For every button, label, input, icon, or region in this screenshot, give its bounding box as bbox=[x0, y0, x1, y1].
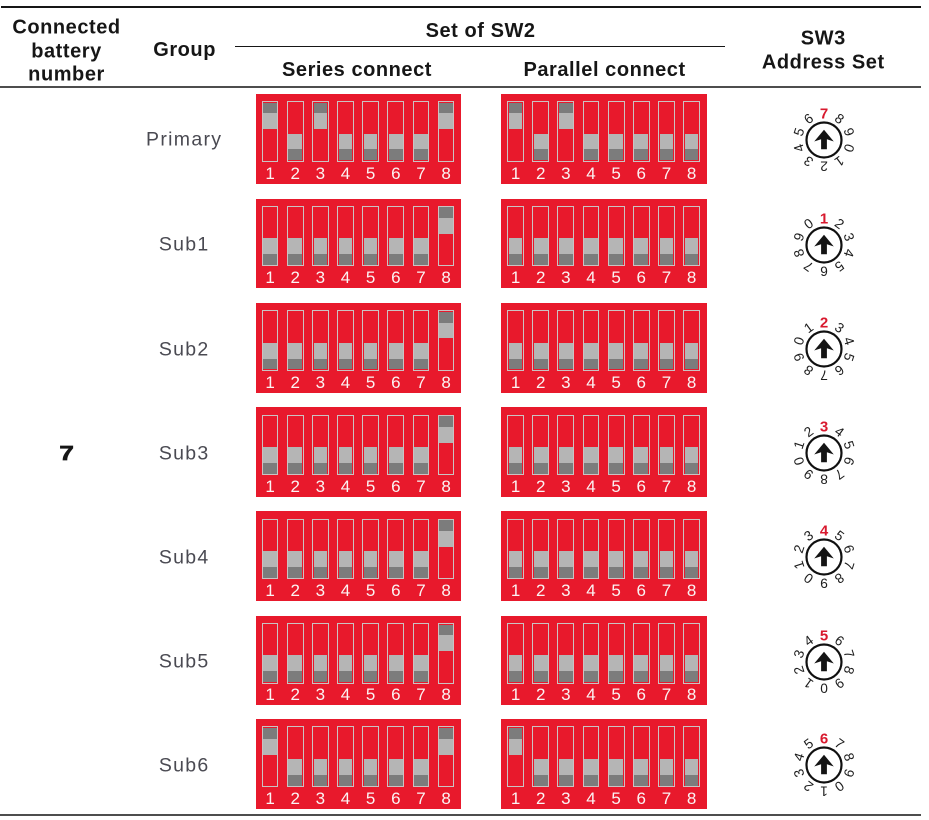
svg-text:8: 8 bbox=[819, 472, 827, 487]
svg-text:7: 7 bbox=[840, 560, 857, 572]
svg-text:9: 9 bbox=[840, 126, 857, 138]
svg-text:2: 2 bbox=[790, 664, 807, 676]
svg-text:0: 0 bbox=[790, 455, 807, 467]
svg-text:5: 5 bbox=[840, 439, 857, 451]
svg-text:4: 4 bbox=[840, 335, 857, 347]
svg-text:7: 7 bbox=[840, 648, 857, 660]
svg-text:1: 1 bbox=[790, 560, 807, 572]
svg-text:1: 1 bbox=[820, 784, 828, 799]
svg-text:4: 4 bbox=[790, 751, 807, 763]
svg-text:4: 4 bbox=[840, 247, 857, 259]
svg-text:6: 6 bbox=[840, 543, 857, 555]
svg-text:3: 3 bbox=[819, 419, 827, 436]
svg-text:2: 2 bbox=[790, 543, 807, 555]
svg-text:0: 0 bbox=[840, 142, 857, 154]
svg-text:5: 5 bbox=[790, 125, 807, 137]
svg-text:1: 1 bbox=[819, 210, 827, 227]
svg-text:2: 2 bbox=[820, 158, 828, 173]
svg-text:3: 3 bbox=[840, 230, 857, 242]
svg-text:9: 9 bbox=[790, 351, 807, 363]
svg-text:6: 6 bbox=[840, 456, 857, 468]
svg-text:4: 4 bbox=[790, 142, 807, 154]
svg-text:5: 5 bbox=[819, 627, 827, 644]
svg-text:6: 6 bbox=[819, 731, 827, 748]
svg-text:8: 8 bbox=[790, 246, 807, 258]
svg-text:8: 8 bbox=[840, 664, 857, 676]
svg-text:7: 7 bbox=[819, 105, 827, 122]
svg-text:3: 3 bbox=[790, 647, 807, 659]
svg-text:9: 9 bbox=[790, 230, 807, 242]
svg-text:2: 2 bbox=[819, 315, 827, 332]
svg-text:0: 0 bbox=[819, 680, 827, 695]
svg-text:8: 8 bbox=[840, 751, 857, 763]
svg-text:9: 9 bbox=[840, 767, 857, 779]
svg-text:0: 0 bbox=[790, 335, 807, 347]
svg-text:7: 7 bbox=[820, 368, 828, 383]
svg-text:3: 3 bbox=[790, 767, 807, 779]
svg-text:1: 1 bbox=[790, 439, 807, 451]
svg-text:9: 9 bbox=[820, 576, 828, 591]
svg-text:5: 5 bbox=[840, 351, 857, 363]
svg-text:6: 6 bbox=[819, 263, 827, 278]
svg-text:4: 4 bbox=[819, 523, 828, 540]
